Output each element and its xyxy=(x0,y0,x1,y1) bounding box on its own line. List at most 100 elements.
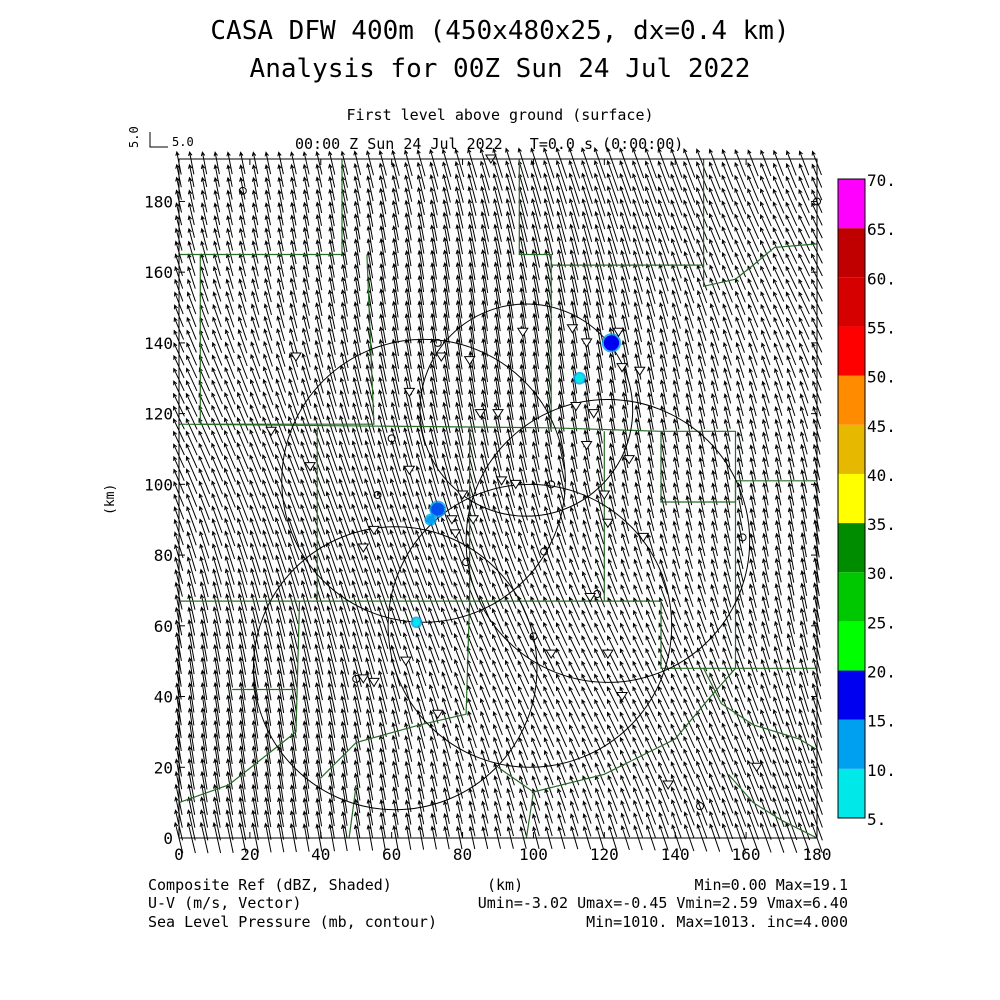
radar-range-ring xyxy=(387,483,673,768)
colorbar: 5. 10. 15. 20. 25. 30. 35. 40. 45. 50. 55. 60. 65. 70… xyxy=(837,171,896,829)
station-circle-marker xyxy=(540,547,549,556)
station-triangle-marker xyxy=(467,515,480,525)
colorbar-segment xyxy=(838,670,865,720)
colorbar-label: 45. xyxy=(867,417,896,436)
station-triangle-marker xyxy=(403,387,416,398)
ref-field-stats: Min=0.00 Max=19.1 xyxy=(694,876,848,894)
station-triangle-marker xyxy=(509,479,522,490)
station-triangle-marker xyxy=(399,656,412,667)
wind-vector-field xyxy=(173,147,823,854)
reflectivity-cells xyxy=(410,333,622,629)
station-triangle-marker xyxy=(368,677,380,688)
y-tick-label: 100 xyxy=(144,475,173,494)
station-triangle-marker xyxy=(495,476,508,486)
colorbar-label: 10. xyxy=(867,761,896,780)
radar-range-rings xyxy=(252,303,751,811)
colorbar-segment xyxy=(838,523,865,573)
colorbar-label: 30. xyxy=(867,564,896,583)
station-triangle-marker xyxy=(598,490,611,500)
station-triangle-marker xyxy=(403,465,416,476)
colorbar-label: 35. xyxy=(867,515,896,534)
station-triangle-marker xyxy=(431,709,444,720)
station-triangle-marker xyxy=(580,440,593,451)
station-circle-marker xyxy=(433,338,442,347)
y-tick-label: 140 xyxy=(144,334,173,353)
station-circle-marker xyxy=(547,480,556,489)
colorbar-label: 50. xyxy=(867,368,896,387)
y-tick-label: 40 xyxy=(154,688,173,707)
y-tick-label: 180 xyxy=(144,192,173,211)
x-tick-label: 140 xyxy=(661,845,690,864)
colorbar-segment xyxy=(838,719,865,769)
x-tick-label: 100 xyxy=(519,845,548,864)
vector-reference-value-vertical: 5.0 xyxy=(127,126,141,148)
colorbar-label: 65. xyxy=(867,220,896,239)
reflectivity-cell xyxy=(412,618,421,627)
colorbar-frame xyxy=(837,178,866,819)
station-triangle-marker xyxy=(750,762,763,773)
radar-range-ring xyxy=(419,303,634,517)
station-triangle-marker xyxy=(601,518,614,529)
colorbar-label: 70. xyxy=(867,171,896,190)
x-tick-label: 40 xyxy=(311,845,330,864)
level-label: First level above ground (surface) xyxy=(346,106,654,124)
colorbar-segment xyxy=(838,326,865,376)
radar-range-ring xyxy=(281,338,566,623)
reflectivity-cell xyxy=(431,502,445,516)
pressure-field-name: Sea Level Pressure (mb, contour) xyxy=(148,913,437,931)
colorbar-segment xyxy=(838,424,865,474)
colorbar-label: 60. xyxy=(867,269,896,288)
colorbar-segment xyxy=(838,768,865,818)
wind-field-stats: Umin=-3.02 Umax=-0.45 Vmin=2.59 Vmax=6.4… xyxy=(477,894,848,912)
county-border-line xyxy=(525,791,534,839)
county-border-line xyxy=(179,159,343,256)
station-markers xyxy=(238,154,821,811)
colorbar-segment xyxy=(838,228,865,278)
colorbar-label: 40. xyxy=(867,466,896,485)
station-triangle-marker xyxy=(474,409,487,419)
county-border-line xyxy=(320,601,471,779)
station-triangle-marker xyxy=(265,426,278,437)
county-border-line xyxy=(199,254,375,425)
colorbar-label: 55. xyxy=(867,318,896,337)
y-tick-label: 60 xyxy=(154,617,173,636)
station-triangle-marker xyxy=(435,352,448,362)
county-border-line xyxy=(551,427,737,503)
y-axis-label: (km) xyxy=(103,483,118,515)
station-triangle-marker xyxy=(662,780,675,790)
station-triangle-marker xyxy=(545,649,558,660)
y-tick-label: 160 xyxy=(144,263,173,282)
x-tick-label: 20 xyxy=(240,845,259,864)
reflectivity-cell xyxy=(603,335,620,351)
colorbar-segment xyxy=(838,621,865,671)
plot-frame xyxy=(178,158,818,839)
map-title: CASA DFW 400m (450x480x25, dx=0.4 km) xyxy=(210,16,790,46)
station-triangle-marker xyxy=(570,402,582,412)
station-circle-marker xyxy=(696,802,705,811)
county-border-line xyxy=(604,480,737,669)
station-circle-marker xyxy=(238,186,247,195)
station-triangle-marker xyxy=(446,515,458,525)
x-tick-label: 120 xyxy=(590,845,619,864)
reflectivity-cell xyxy=(575,373,584,383)
station-triangle-marker xyxy=(566,324,579,334)
station-triangle-marker xyxy=(368,525,380,536)
colorbar-label: 25. xyxy=(867,613,896,632)
station-triangle-marker xyxy=(633,366,646,377)
colorbar-segment xyxy=(838,179,865,229)
ref-field-name: Composite Ref (dBZ, Shaded) xyxy=(148,876,392,894)
x-axis-label: (km) xyxy=(487,876,524,894)
station-circle-marker xyxy=(387,434,396,443)
analysis-time-title: Analysis for 00Z Sun 24 Jul 2022 xyxy=(249,54,751,84)
vector-reference xyxy=(149,132,168,148)
wind-vectors xyxy=(173,147,823,854)
vector-reference-value: 5.0 xyxy=(172,135,194,149)
station-circle-marker xyxy=(529,632,538,641)
station-triangle-marker xyxy=(290,352,302,362)
pressure-field-stats: Min=1010. Max=1013. inc=4.000 xyxy=(586,913,848,931)
valid-time-label: 00:00 Z Sun 24 Jul 2022 T=0.0 s (0:00:00… xyxy=(295,135,684,153)
station-triangle-marker xyxy=(357,543,370,553)
station-triangle-marker xyxy=(449,529,462,539)
y-tick-label: 80 xyxy=(154,546,173,565)
